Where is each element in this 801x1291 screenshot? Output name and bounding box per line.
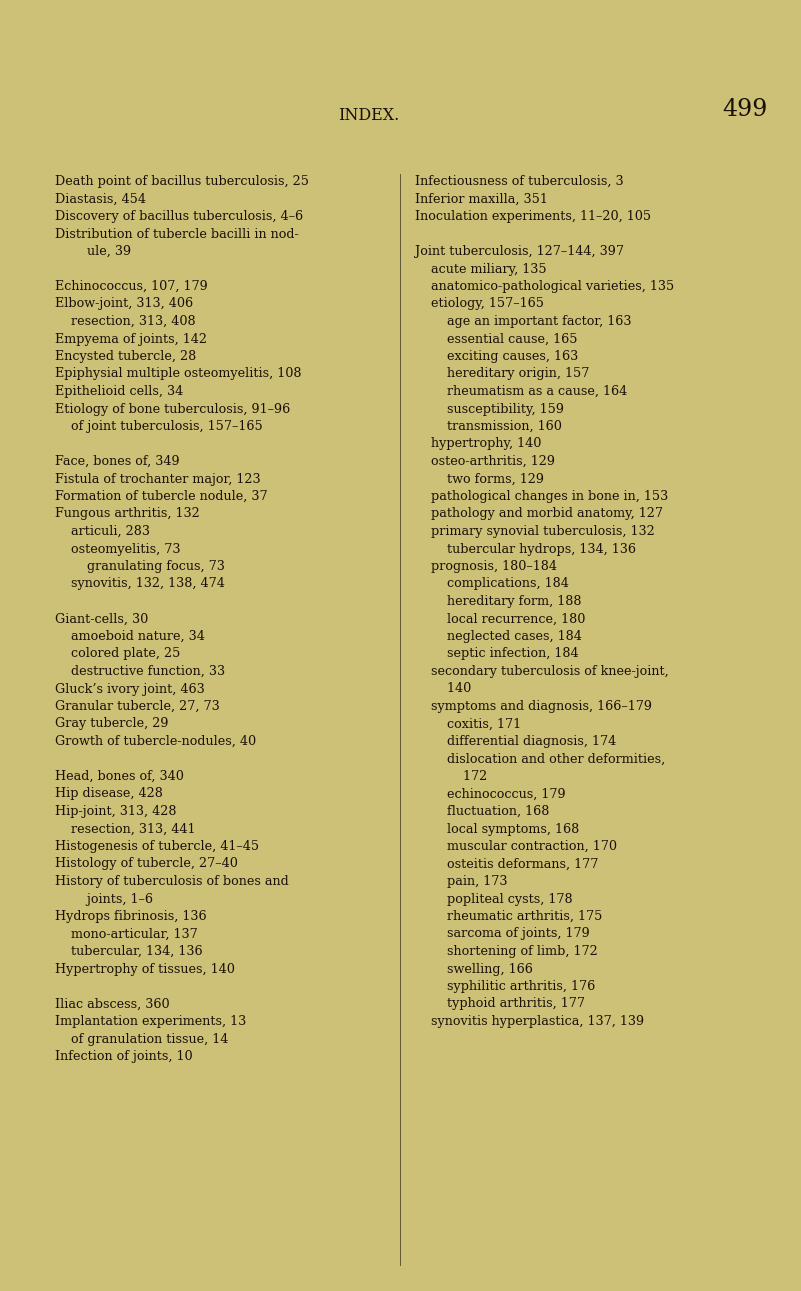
Text: joints, 1–6: joints, 1–6 [55,892,153,905]
Text: symptoms and diagnosis, 166–179: symptoms and diagnosis, 166–179 [415,700,652,713]
Text: Encysted tubercle, 28: Encysted tubercle, 28 [55,350,196,363]
Text: osteomyelitis, 73: osteomyelitis, 73 [55,542,180,555]
Text: typhoid arthritis, 177: typhoid arthritis, 177 [415,998,585,1011]
Text: age an important factor, 163: age an important factor, 163 [415,315,631,328]
Text: fluctuation, 168: fluctuation, 168 [415,806,549,818]
Text: Joint tuberculosis, 127–144, 397: Joint tuberculosis, 127–144, 397 [415,245,624,258]
Text: septic infection, 184: septic infection, 184 [415,648,578,661]
Text: hypertrophy, 140: hypertrophy, 140 [415,438,541,451]
Text: Gluck’s ivory joint, 463: Gluck’s ivory joint, 463 [55,683,205,696]
Text: amoeboid nature, 34: amoeboid nature, 34 [55,630,205,643]
Text: Fungous arthritis, 132: Fungous arthritis, 132 [55,507,199,520]
Text: syphilitic arthritis, 176: syphilitic arthritis, 176 [415,980,595,993]
Text: acute miliary, 135: acute miliary, 135 [415,262,546,275]
Text: primary synovial tuberculosis, 132: primary synovial tuberculosis, 132 [415,525,654,538]
Text: shortening of limb, 172: shortening of limb, 172 [415,945,598,958]
Text: of granulation tissue, 14: of granulation tissue, 14 [55,1033,228,1046]
Text: pain, 173: pain, 173 [415,875,508,888]
Text: Epiphysial multiple osteomyelitis, 108: Epiphysial multiple osteomyelitis, 108 [55,368,301,381]
Text: Etiology of bone tuberculosis, 91–96: Etiology of bone tuberculosis, 91–96 [55,403,290,416]
Text: INDEX.: INDEX. [338,106,399,124]
Text: Diastasis, 454: Diastasis, 454 [55,192,146,205]
Text: essential cause, 165: essential cause, 165 [415,333,578,346]
Text: susceptibility, 159: susceptibility, 159 [415,403,564,416]
Text: secondary tuberculosis of knee-joint,: secondary tuberculosis of knee-joint, [415,665,669,678]
Text: colored plate, 25: colored plate, 25 [55,648,180,661]
Text: osteitis deformans, 177: osteitis deformans, 177 [415,857,598,870]
Text: Formation of tubercle nodule, 37: Formation of tubercle nodule, 37 [55,491,268,503]
Text: Hip disease, 428: Hip disease, 428 [55,788,163,800]
Text: anatomico-pathological varieties, 135: anatomico-pathological varieties, 135 [415,280,674,293]
Text: 172: 172 [415,769,487,784]
Text: Face, bones of, 349: Face, bones of, 349 [55,454,179,469]
Text: Gray tubercle, 29: Gray tubercle, 29 [55,718,168,731]
Text: pathological changes in bone in, 153: pathological changes in bone in, 153 [415,491,668,503]
Text: rheumatic arthritis, 175: rheumatic arthritis, 175 [415,910,602,923]
Text: popliteal cysts, 178: popliteal cysts, 178 [415,892,573,905]
Text: two forms, 129: two forms, 129 [415,473,544,485]
Text: Iliac abscess, 360: Iliac abscess, 360 [55,998,170,1011]
Text: articuli, 283: articuli, 283 [55,525,150,538]
Text: resection, 313, 408: resection, 313, 408 [55,315,195,328]
Text: Giant-cells, 30: Giant-cells, 30 [55,612,148,626]
Text: resection, 313, 441: resection, 313, 441 [55,822,195,835]
Text: swelling, 166: swelling, 166 [415,963,533,976]
Text: Death point of bacillus tuberculosis, 25: Death point of bacillus tuberculosis, 25 [55,176,309,188]
Text: rheumatism as a cause, 164: rheumatism as a cause, 164 [415,385,627,398]
Text: Inoculation experiments, 11–20, 105: Inoculation experiments, 11–20, 105 [415,210,651,223]
Text: tubercular, 134, 136: tubercular, 134, 136 [55,945,203,958]
Text: synovitis, 132, 138, 474: synovitis, 132, 138, 474 [55,577,225,590]
Text: Granular tubercle, 27, 73: Granular tubercle, 27, 73 [55,700,219,713]
Text: Implantation experiments, 13: Implantation experiments, 13 [55,1015,246,1028]
Text: Distribution of tubercle bacilli in nod-: Distribution of tubercle bacilli in nod- [55,227,299,240]
Text: dislocation and other deformities,: dislocation and other deformities, [415,753,666,766]
Text: Inferior maxilla, 351: Inferior maxilla, 351 [415,192,548,205]
Text: Hypertrophy of tissues, 140: Hypertrophy of tissues, 140 [55,963,235,976]
Text: local symptoms, 168: local symptoms, 168 [415,822,579,835]
Text: Histogenesis of tubercle, 41–45: Histogenesis of tubercle, 41–45 [55,840,260,853]
Text: hereditary form, 188: hereditary form, 188 [415,595,582,608]
Text: hereditary origin, 157: hereditary origin, 157 [415,368,590,381]
Text: mono-articular, 137: mono-articular, 137 [55,927,198,941]
Text: exciting causes, 163: exciting causes, 163 [415,350,578,363]
Text: complications, 184: complications, 184 [415,577,569,590]
Text: pathology and morbid anatomy, 127: pathology and morbid anatomy, 127 [415,507,663,520]
Text: ule, 39: ule, 39 [55,245,131,258]
Text: Growth of tubercle-nodules, 40: Growth of tubercle-nodules, 40 [55,735,256,747]
Text: Epithelioid cells, 34: Epithelioid cells, 34 [55,385,183,398]
Text: differential diagnosis, 174: differential diagnosis, 174 [415,735,616,747]
Text: granulating focus, 73: granulating focus, 73 [55,560,225,573]
Text: synovitis hyperplastica, 137, 139: synovitis hyperplastica, 137, 139 [415,1015,644,1028]
Text: Fistula of trochanter major, 123: Fistula of trochanter major, 123 [55,473,260,485]
Text: of joint tuberculosis, 157–165: of joint tuberculosis, 157–165 [55,420,263,432]
Text: History of tuberculosis of bones and: History of tuberculosis of bones and [55,875,288,888]
Text: prognosis, 180–184: prognosis, 180–184 [415,560,557,573]
Text: Hydrops fibrinosis, 136: Hydrops fibrinosis, 136 [55,910,207,923]
Text: 140: 140 [415,683,471,696]
Text: Infectiousness of tuberculosis, 3: Infectiousness of tuberculosis, 3 [415,176,624,188]
Text: Empyema of joints, 142: Empyema of joints, 142 [55,333,207,346]
Text: Elbow-joint, 313, 406: Elbow-joint, 313, 406 [55,297,193,311]
Text: destructive function, 33: destructive function, 33 [55,665,225,678]
Text: neglected cases, 184: neglected cases, 184 [415,630,582,643]
Text: Echinococcus, 107, 179: Echinococcus, 107, 179 [55,280,207,293]
Text: echinococcus, 179: echinococcus, 179 [415,788,566,800]
Text: Discovery of bacillus tuberculosis, 4–6: Discovery of bacillus tuberculosis, 4–6 [55,210,303,223]
Text: coxitis, 171: coxitis, 171 [415,718,521,731]
Text: Hip-joint, 313, 428: Hip-joint, 313, 428 [55,806,176,818]
Text: Histology of tubercle, 27–40: Histology of tubercle, 27–40 [55,857,238,870]
Text: etiology, 157–165: etiology, 157–165 [415,297,544,311]
Text: transmission, 160: transmission, 160 [415,420,562,432]
Text: osteo-arthritis, 129: osteo-arthritis, 129 [415,454,555,469]
Text: Head, bones of, 340: Head, bones of, 340 [55,769,184,784]
Text: 499: 499 [723,98,767,121]
Text: Infection of joints, 10: Infection of joints, 10 [55,1050,192,1062]
Text: tubercular hydrops, 134, 136: tubercular hydrops, 134, 136 [415,542,636,555]
Text: muscular contraction, 170: muscular contraction, 170 [415,840,617,853]
Text: local recurrence, 180: local recurrence, 180 [415,612,586,626]
Text: sarcoma of joints, 179: sarcoma of joints, 179 [415,927,590,941]
